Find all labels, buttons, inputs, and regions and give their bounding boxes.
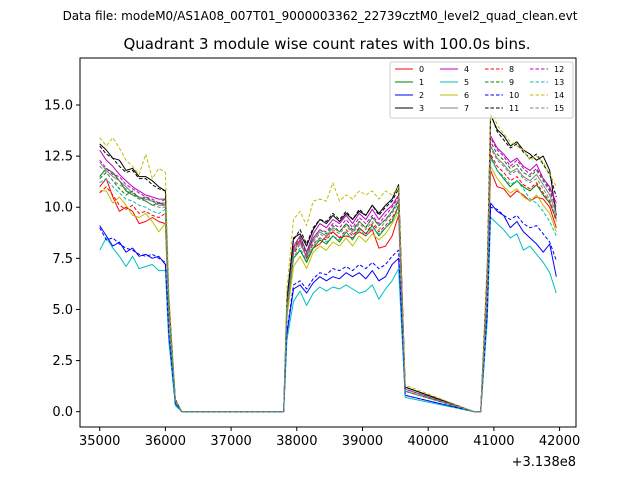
y-tick-label: 0.0 (52, 405, 73, 420)
x-tick-label: 40000 (408, 434, 449, 449)
series-line-6 (99, 165, 557, 413)
series-line-15 (99, 147, 557, 413)
y-tick-label: 2.5 (52, 354, 73, 369)
x-tick-label: 39000 (342, 434, 383, 449)
series-line-4 (99, 135, 557, 413)
series-line-5 (99, 217, 557, 413)
series-line-8 (99, 153, 557, 413)
x-tick-label: 36000 (145, 434, 186, 449)
legend-label: 5 (464, 78, 469, 87)
legend-label: 11 (509, 104, 519, 113)
y-tick-label: 7.5 (52, 252, 73, 267)
series-line-10 (99, 206, 557, 413)
x-tick-label: 42000 (539, 434, 580, 449)
series-line-3 (99, 114, 557, 413)
axes-frame (79, 57, 577, 428)
legend-label: 8 (509, 65, 514, 74)
x-offset-label: +3.138e8 (512, 455, 576, 470)
y-tick-label: 12.5 (44, 150, 73, 165)
legend-label: 6 (464, 91, 469, 100)
legend-label: 4 (464, 65, 469, 74)
series-line-14 (99, 104, 557, 413)
y-tick-label: 10.0 (44, 201, 73, 216)
x-tick-label: 41000 (473, 434, 514, 449)
legend-label: 0 (419, 65, 424, 74)
series-line-11 (99, 112, 557, 413)
x-tick-label: 38000 (276, 434, 317, 449)
legend-label: 9 (509, 78, 514, 87)
legend-label: 1 (419, 78, 424, 87)
x-tick-label: 37000 (210, 434, 251, 449)
y-tick-label: 15.0 (44, 99, 73, 114)
series-line-13 (99, 157, 557, 413)
legend-label: 15 (554, 104, 564, 113)
legend-box (389, 61, 574, 119)
legend-label: 2 (419, 91, 424, 100)
legend-label: 14 (554, 91, 564, 100)
legend-label: 12 (554, 65, 564, 74)
legend-label: 7 (464, 104, 469, 113)
legend-label: 3 (419, 104, 424, 113)
legend-label: 10 (509, 91, 519, 100)
series-line-9 (99, 141, 557, 413)
series-line-12 (99, 137, 557, 413)
legend-label: 13 (554, 78, 564, 87)
chart-title: Quadrant 3 module wise count rates with … (123, 35, 530, 53)
data-file-suptitle: Data file: modeM0/AS1A08_007T01_90000033… (63, 9, 578, 23)
x-tick-label: 35000 (79, 434, 120, 449)
y-tick-label: 5.0 (52, 303, 73, 318)
series-line-1 (99, 155, 557, 413)
series-line-7 (99, 145, 557, 413)
series-line-2 (99, 202, 557, 413)
